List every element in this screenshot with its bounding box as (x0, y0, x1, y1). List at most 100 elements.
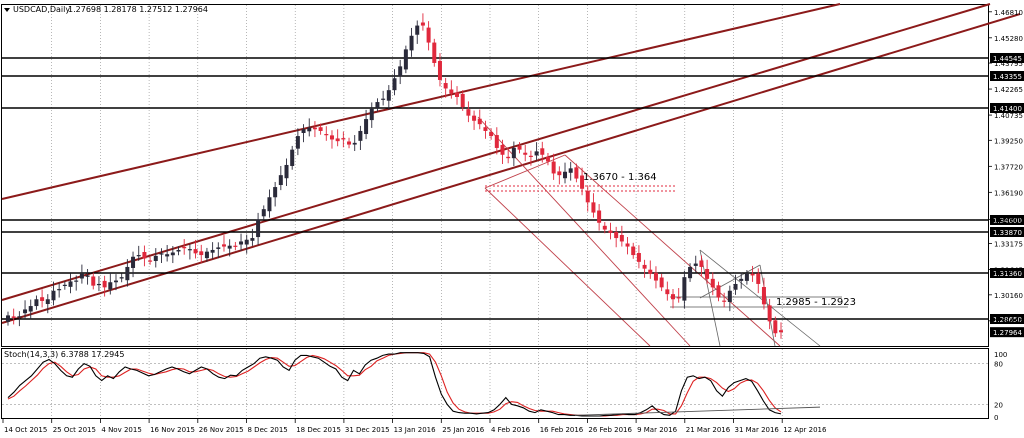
candle-body (420, 22, 425, 26)
price-tick-label: 1.33175 (994, 241, 1023, 249)
support-resistance-levels: 1.44545 1.43355 1.41400 1.34600 1.33870 1.313… (2, 53, 1024, 324)
candle-body (563, 171, 568, 179)
price-tick-label: 1.43795 (994, 60, 1023, 68)
candle-body (290, 149, 295, 166)
candle-body (193, 249, 198, 254)
candle-body (415, 25, 420, 35)
candle-body (750, 273, 755, 276)
annotation-zone-1: 1.3670 - 1.364 (583, 172, 657, 183)
stoch-pane-frame (1, 348, 989, 419)
price-tick-label: 1.36190 (994, 189, 1023, 197)
candle-body (221, 244, 226, 247)
descending-channel-line (484, 154, 566, 189)
candle-body (369, 108, 374, 121)
candle-body (710, 278, 715, 288)
candle-body (722, 300, 727, 302)
candle-body (204, 251, 209, 259)
price-tick-label: 1.39250 (994, 137, 1023, 145)
candle-body (392, 78, 397, 91)
candle-body (182, 246, 187, 249)
candle-body (239, 241, 244, 245)
level-tag (990, 314, 1024, 324)
candle-body (534, 151, 539, 156)
candle-body (631, 246, 636, 256)
candle-body (403, 49, 408, 70)
candle-body (40, 297, 45, 301)
date-tick-label: 16 Nov 2015 (150, 426, 195, 434)
candle-body (17, 316, 22, 318)
candle-body (477, 118, 482, 125)
date-tick-label: 8 Dec 2015 (248, 426, 288, 434)
level-tag-label: 1.31360 (993, 270, 1022, 278)
candle-body (511, 147, 516, 159)
candle-body (517, 145, 522, 150)
candle-body (625, 243, 630, 247)
candle-body (125, 266, 130, 281)
candle-body (142, 251, 147, 259)
candle-body (74, 280, 79, 282)
candle-body (199, 251, 204, 256)
level-tag (990, 227, 1024, 237)
date-tick-label: 14 Oct 2015 (4, 426, 47, 434)
candle-body (131, 256, 136, 268)
candle-body (256, 219, 261, 238)
price-tick-label: 1.30160 (994, 292, 1023, 300)
candle-body (79, 273, 84, 279)
candle-body (608, 230, 613, 233)
candle-body (659, 277, 664, 288)
candle-body (699, 260, 704, 267)
candle-body (381, 98, 386, 100)
level-tag (990, 268, 1024, 278)
candle-body (739, 278, 744, 281)
candle-body (301, 129, 306, 134)
level-tag (990, 215, 1024, 225)
candle-body (244, 239, 249, 245)
last-price-label: 1.27964 (993, 329, 1022, 337)
date-tick-label: 18 Dec 2015 (296, 426, 341, 434)
candle-body (233, 245, 238, 247)
date-tick-label: 31 Dec 2015 (345, 426, 390, 434)
candle-body (312, 127, 317, 130)
candle-body (34, 299, 39, 307)
minor-channel-line (759, 264, 776, 347)
collapse-triangle-icon[interactable] (4, 8, 10, 12)
candle-body (426, 27, 431, 43)
candle-body (284, 164, 289, 179)
date-tick-label: 21 Mar 2016 (686, 426, 731, 434)
stoch-label: Stoch(14,3,3) 6.3788 17.2945 (4, 350, 124, 359)
candle-body (779, 330, 783, 333)
candle-body (500, 144, 505, 155)
stoch-trendline (574, 406, 821, 416)
candle-body (676, 297, 681, 299)
stoch-tick-label: 20 (994, 401, 1003, 409)
symbol-title: USDCAD,Daily (13, 5, 70, 14)
candle-body (62, 284, 67, 287)
candle-body (545, 156, 550, 162)
candle-body (716, 285, 721, 298)
candle-body (113, 280, 118, 283)
candle-body (761, 287, 766, 305)
level-tag-label: 1.41400 (993, 105, 1022, 113)
minor-channel-line (699, 249, 821, 347)
candle-body (597, 210, 602, 223)
candle-body (443, 83, 448, 89)
candle-body (352, 142, 357, 145)
level-tag-label: 1.28650 (993, 316, 1022, 324)
candle-body (688, 266, 693, 279)
date-tick-label: 4 Feb 2016 (491, 426, 531, 434)
candle-body (28, 306, 33, 312)
candle-body (364, 119, 369, 135)
candle-body (773, 320, 778, 334)
level-tag-label: 1.33870 (993, 229, 1022, 237)
candle-body (472, 115, 477, 121)
candle-body (216, 247, 221, 249)
candle-body (11, 316, 16, 318)
candle-body (318, 127, 323, 131)
stochastic-oscillator: 100 80 20 0 (2, 351, 1007, 422)
candle-body (580, 175, 585, 189)
price-tick-label: 1.37720 (994, 163, 1023, 171)
last-price-tag (990, 327, 1024, 338)
price-tick-label: 1.45280 (994, 35, 1023, 43)
